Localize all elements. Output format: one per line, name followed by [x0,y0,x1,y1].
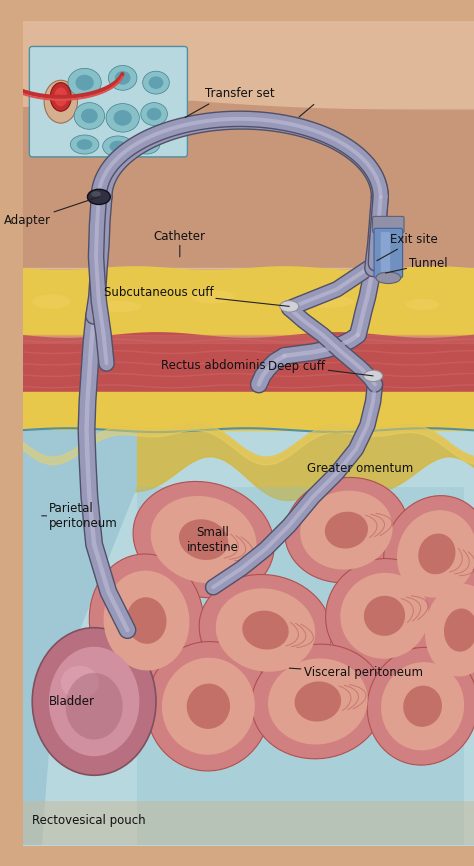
Ellipse shape [89,554,204,687]
Text: Transfer set: Transfer set [205,87,274,100]
Ellipse shape [187,683,230,729]
FancyBboxPatch shape [374,229,402,278]
Ellipse shape [44,81,77,123]
Ellipse shape [49,647,139,756]
Ellipse shape [301,295,354,307]
Ellipse shape [403,686,442,727]
Text: Greater omentum: Greater omentum [307,462,413,475]
Text: Visceral peritoneum: Visceral peritoneum [289,667,423,680]
Ellipse shape [109,140,126,152]
Ellipse shape [280,301,299,312]
Polygon shape [232,21,474,101]
Ellipse shape [295,682,341,721]
Ellipse shape [376,272,401,283]
Ellipse shape [444,609,474,652]
Ellipse shape [50,82,71,111]
Ellipse shape [300,491,392,570]
Ellipse shape [61,666,99,699]
Ellipse shape [383,495,474,612]
FancyBboxPatch shape [29,47,187,157]
Text: Small
intestine: Small intestine [187,526,239,553]
Text: Tunnel: Tunnel [385,257,448,273]
Ellipse shape [91,191,101,197]
Ellipse shape [147,107,162,120]
Ellipse shape [149,76,164,89]
Polygon shape [23,332,474,392]
Ellipse shape [127,598,166,643]
Ellipse shape [81,108,98,123]
Ellipse shape [104,571,190,670]
Ellipse shape [268,658,368,745]
Text: Subcutaneous cuff: Subcutaneous cuff [103,286,289,307]
Ellipse shape [103,136,133,157]
Ellipse shape [397,510,474,598]
Ellipse shape [143,71,169,94]
Ellipse shape [139,139,154,150]
Ellipse shape [54,87,67,107]
FancyBboxPatch shape [373,216,404,233]
Ellipse shape [179,520,228,560]
Ellipse shape [94,301,142,312]
Ellipse shape [68,68,101,97]
Ellipse shape [413,568,474,692]
Ellipse shape [191,290,235,303]
Ellipse shape [32,294,70,309]
Ellipse shape [251,644,384,759]
Ellipse shape [199,574,332,686]
Ellipse shape [141,103,167,126]
Text: Adapter: Adapter [4,197,99,227]
Polygon shape [23,430,51,845]
Ellipse shape [146,642,270,771]
Ellipse shape [133,135,160,154]
Ellipse shape [151,496,256,584]
Text: Rectovesical pouch: Rectovesical pouch [32,814,146,827]
Ellipse shape [115,71,130,85]
Polygon shape [23,89,474,268]
Ellipse shape [406,299,439,310]
Ellipse shape [367,648,474,766]
Text: Parietal
peritoneum: Parietal peritoneum [42,501,118,530]
FancyBboxPatch shape [381,232,390,272]
Ellipse shape [74,103,105,129]
Text: Exit site: Exit site [377,234,438,261]
Text: Rectus abdominis: Rectus abdominis [161,359,265,372]
Ellipse shape [340,572,428,659]
Ellipse shape [162,658,255,755]
Polygon shape [23,801,474,845]
Ellipse shape [326,559,443,673]
Text: Catheter: Catheter [154,229,206,257]
Ellipse shape [70,135,99,154]
Ellipse shape [32,628,156,775]
Ellipse shape [364,370,383,382]
Ellipse shape [106,104,139,132]
Ellipse shape [381,662,464,751]
Ellipse shape [113,110,132,126]
Ellipse shape [285,477,408,583]
Ellipse shape [77,139,92,150]
Ellipse shape [88,190,110,204]
Polygon shape [137,488,465,849]
Polygon shape [23,430,137,845]
Ellipse shape [425,584,474,676]
Ellipse shape [109,66,137,90]
Text: Bladder: Bladder [49,695,95,708]
Text: Deep cuff: Deep cuff [268,360,373,376]
Ellipse shape [242,611,289,650]
Ellipse shape [133,481,274,598]
Ellipse shape [75,74,94,90]
Ellipse shape [418,533,456,574]
Ellipse shape [65,673,123,740]
Ellipse shape [216,588,315,672]
Ellipse shape [325,512,368,548]
Ellipse shape [364,596,405,636]
